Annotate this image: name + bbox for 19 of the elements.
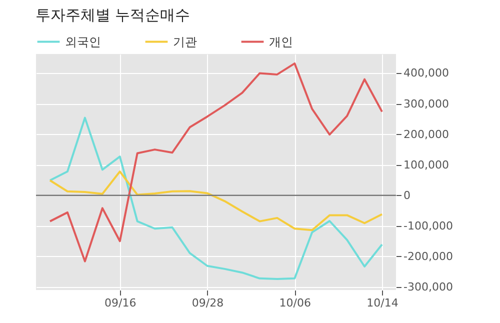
y-tick-label: 200,000 [404, 128, 449, 141]
y-tick-label: -100,000 [404, 219, 453, 232]
y-tick-label: 100,000 [404, 158, 449, 172]
y-tick-label: 0 [404, 188, 410, 202]
y-tick-label: -300,000 [404, 280, 453, 294]
x-tick-label: 10/14 [366, 296, 398, 310]
line-series [48, 170, 384, 232]
line-series [48, 116, 384, 280]
legend-label: 개인 [269, 34, 293, 49]
y-tick-label: -200,000 [404, 250, 453, 263]
x-tick-label: 09/28 [192, 296, 224, 310]
line-series [48, 62, 384, 262]
y-tick-label: 400,000 [404, 66, 449, 80]
legend-label: 외국인 [65, 34, 101, 49]
x-tick-label: 10/06 [279, 296, 311, 310]
y-tick-label: 300,000 [404, 97, 449, 110]
legend-label: 기관 [173, 34, 197, 49]
x-tick-label: 09/16 [104, 296, 136, 310]
chart-title: 투자주체별 누적순매수 [35, 6, 190, 24]
